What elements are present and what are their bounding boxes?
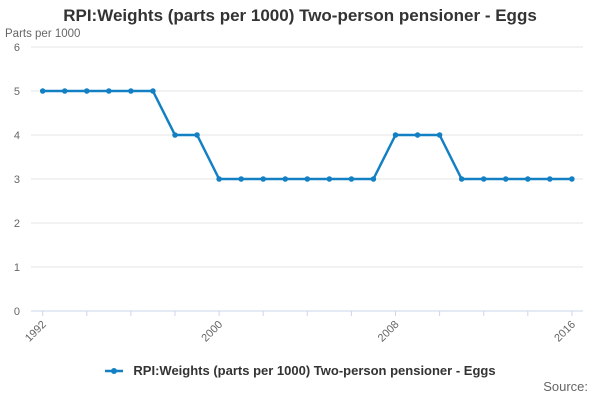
y-axis-unit-label: Parts per 1000	[5, 28, 81, 40]
y-tick-label: 0	[14, 306, 20, 318]
legend-label: RPI:Weights (parts per 1000) Two-person …	[133, 363, 496, 378]
data-point	[39, 88, 46, 94]
y-tick-label: 2	[14, 218, 20, 230]
y-tick-label: 5	[14, 86, 20, 98]
data-point	[216, 176, 222, 182]
legend-item[interactable]: RPI:Weights (parts per 1000) Two-person …	[0, 363, 600, 378]
data-point	[326, 176, 333, 182]
x-tick-label: 1992	[23, 319, 49, 345]
data-point	[282, 176, 288, 182]
data-point	[414, 132, 421, 138]
data-point	[392, 132, 399, 138]
data-point	[128, 88, 134, 94]
chart-title: RPI:Weights (parts per 1000) Two-person …	[63, 6, 537, 25]
data-point	[194, 132, 200, 138]
data-point	[525, 176, 531, 182]
data-point	[150, 88, 156, 94]
data-point	[348, 176, 355, 182]
y-tick-label: 3	[14, 174, 20, 186]
data-point	[84, 88, 90, 94]
y-tick-label: 1	[14, 262, 20, 274]
data-point	[436, 132, 443, 138]
x-tick-label: 2000	[199, 319, 225, 345]
data-point	[547, 176, 553, 182]
data-point	[458, 176, 465, 182]
legend-line-marker	[105, 367, 124, 374]
data-point	[238, 176, 244, 182]
y-tick-label: 6	[14, 42, 20, 54]
source-label: Source:	[543, 379, 588, 394]
data-point	[503, 176, 509, 182]
data-point	[106, 88, 112, 94]
data-point	[480, 176, 487, 182]
data-point	[304, 176, 311, 182]
y-tick-label: 4	[14, 130, 20, 142]
x-tick-label: 2008	[376, 319, 402, 345]
data-point	[370, 176, 377, 182]
data-point	[260, 176, 266, 182]
data-point	[62, 88, 68, 94]
data-point	[569, 176, 575, 182]
x-tick-label: 2016	[552, 319, 578, 345]
data-point	[172, 132, 178, 138]
